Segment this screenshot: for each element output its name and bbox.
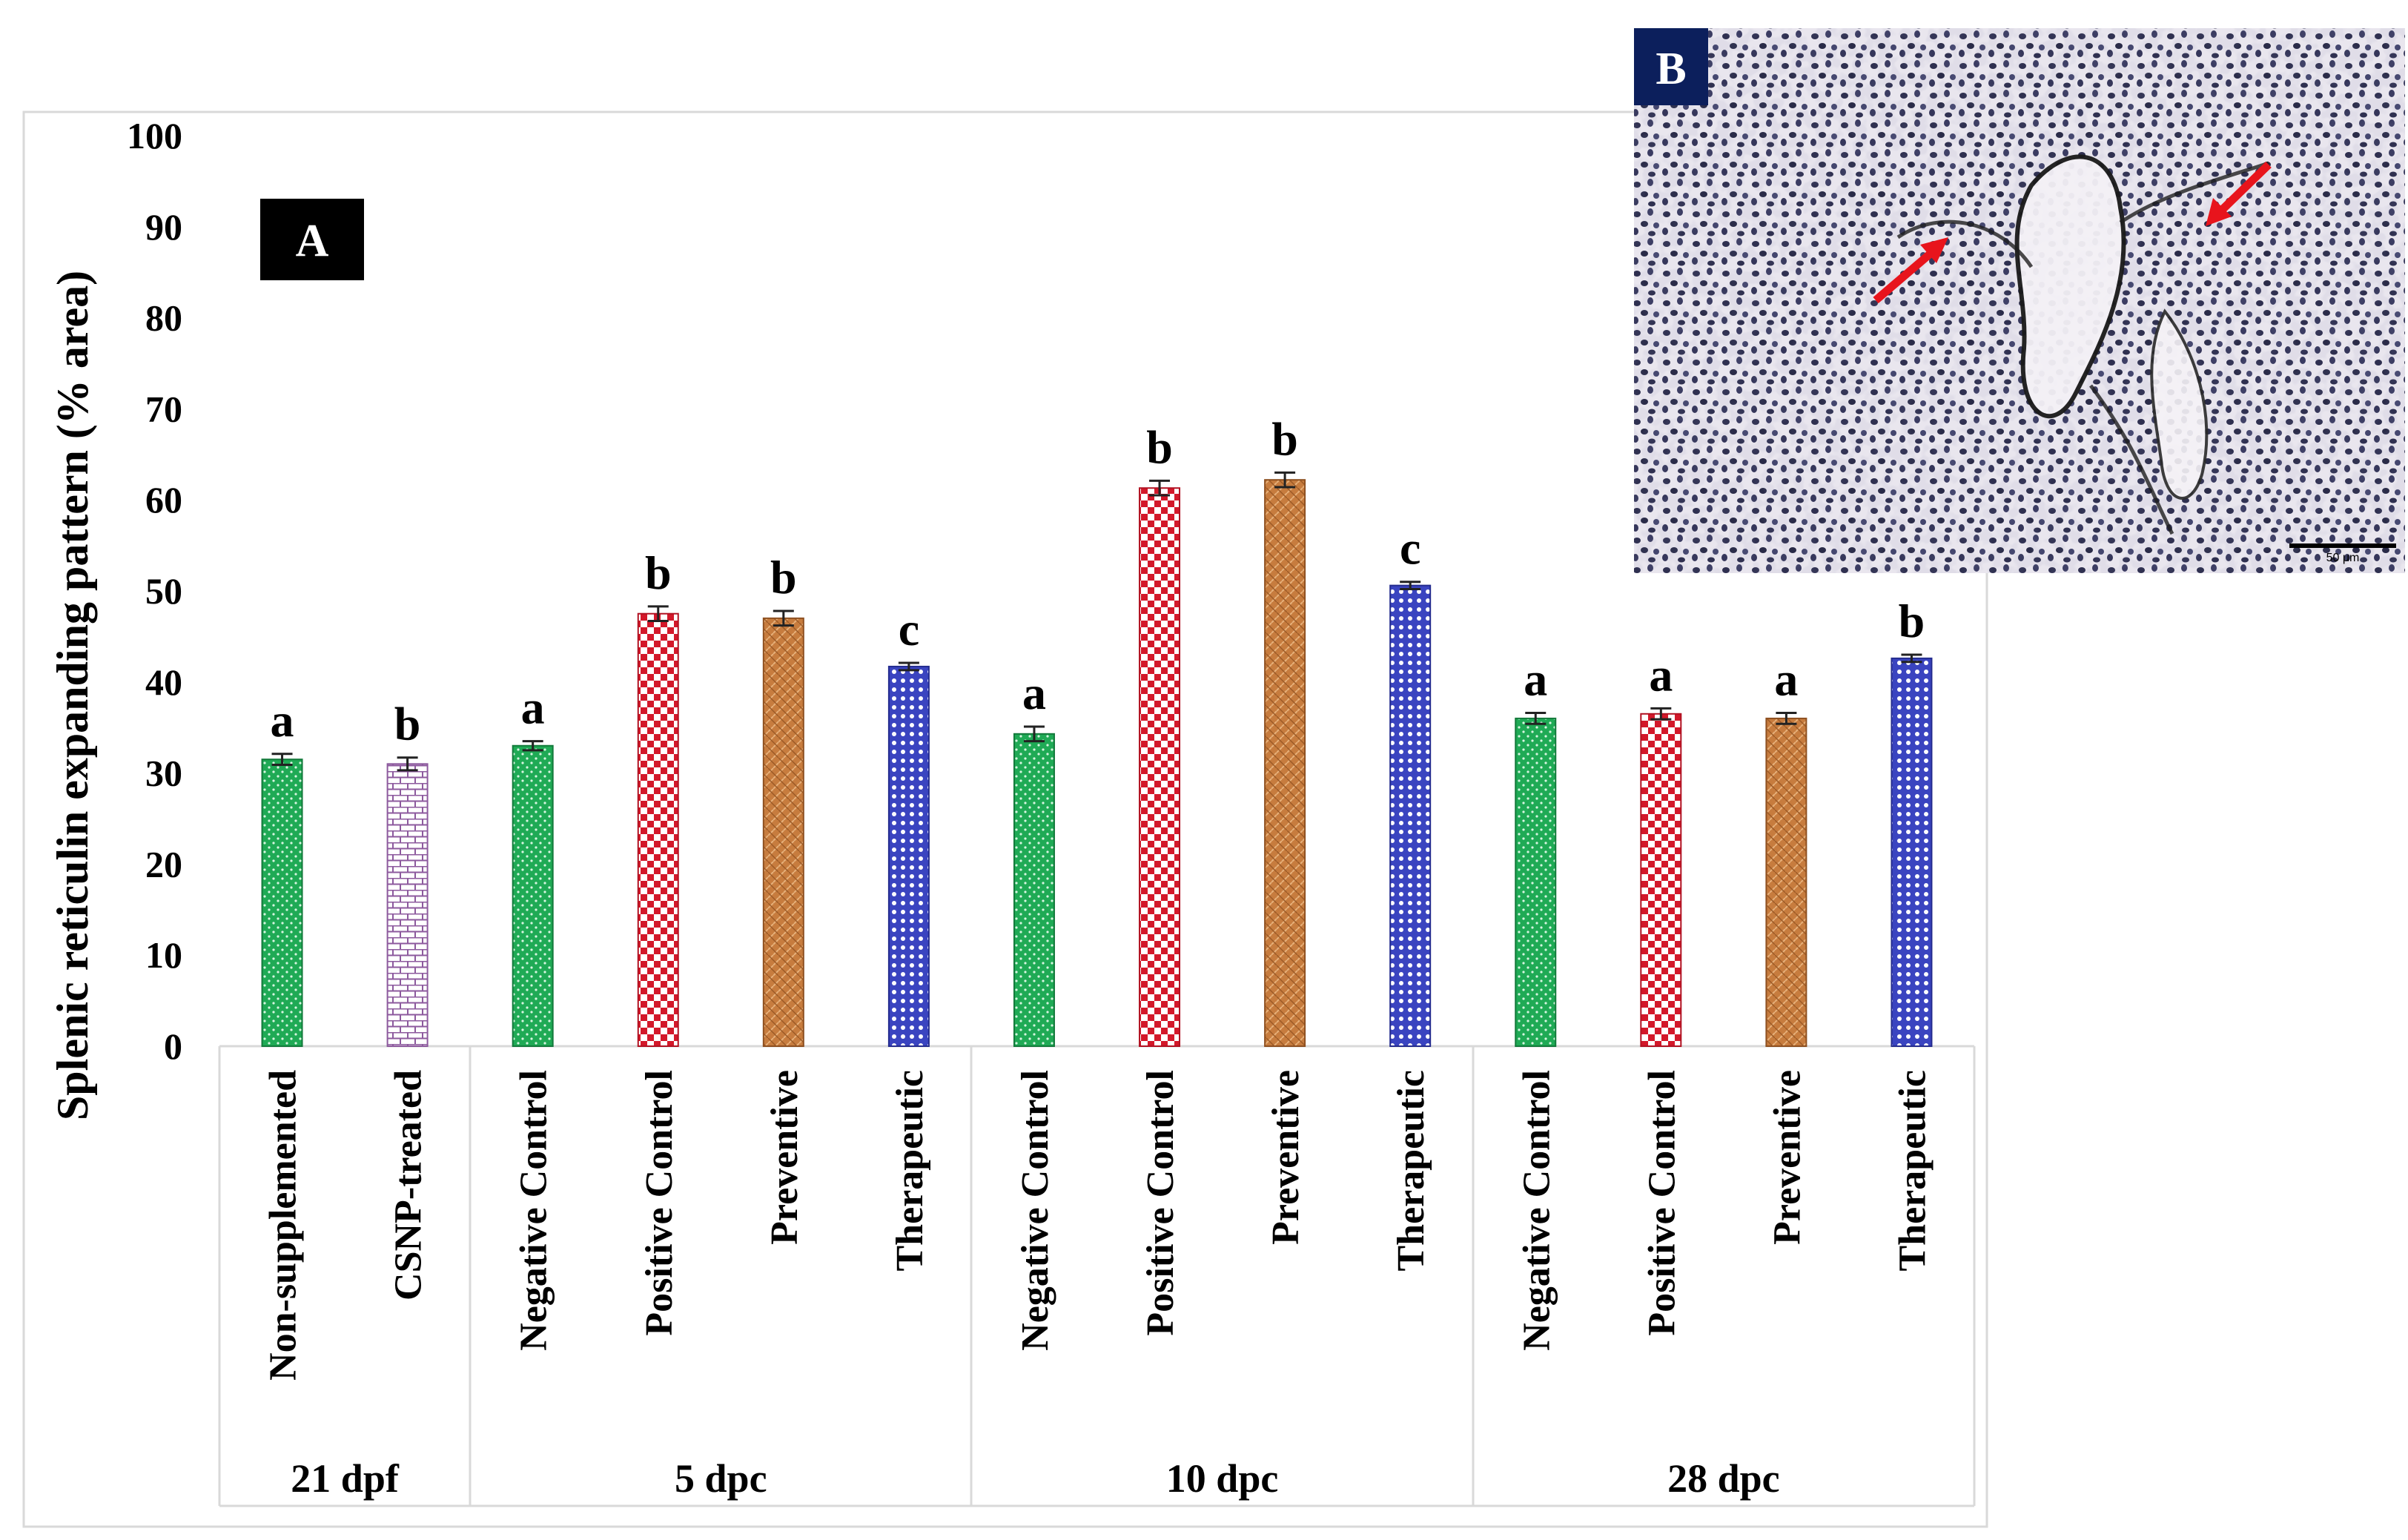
bar [1389,584,1432,1047]
bar [512,744,554,1047]
category-label: Preventive [1766,1070,1808,1245]
y-tick-label: 80 [145,297,182,339]
panel-a-label: A [260,199,364,280]
significance-letter: c [899,603,919,655]
significance-letter: b [1146,420,1173,473]
bar [386,763,429,1047]
bar [1139,487,1181,1047]
category-label: Therapeutic [1891,1070,1934,1272]
category-label: Preventive [764,1070,806,1245]
panel-b-label-text: B [1656,44,1686,94]
error-bar [1274,471,1296,489]
y-axis-title: Splenic reticulin expanding pattern (% a… [48,271,97,1120]
y-tick-label: 90 [145,206,182,248]
category-label: CSNP-treated [388,1070,430,1301]
y-tick-label: 30 [145,753,182,794]
category-label: Positive Control [1641,1070,1683,1336]
bar [261,759,303,1048]
y-tick-label: 50 [145,570,182,612]
bar [1264,479,1306,1047]
group-label: 5 dpc [675,1456,767,1501]
significance-letter: a [521,681,545,734]
y-tick-label: 10 [145,934,182,976]
error-bar [271,753,293,767]
significance-letter: b [770,551,797,604]
error-bar [1901,653,1922,664]
y-tick-label: 40 [145,661,182,703]
category-label: Positive Control [1140,1070,1182,1336]
error-bar [397,756,418,772]
category-table [218,1045,1976,1507]
error-bar [1650,707,1672,721]
significance-letter: a [1022,667,1046,719]
category-labels: Non-supplemented CSNP-treated 21 dpf Negati… [262,1070,1934,1501]
y-tick-label: 0 [164,1025,182,1067]
significance-letter: a [1774,653,1798,706]
bar [1013,733,1055,1048]
error-bar [1400,581,1421,591]
error-bar [522,740,543,752]
bar [637,612,679,1047]
category-label: Preventive [1265,1070,1307,1245]
bar [1515,717,1557,1047]
error-bar [1525,712,1547,725]
panel-b-label [1634,28,1708,105]
category-label: Negative Control [1014,1070,1056,1351]
bar [887,665,930,1047]
significance-letter: a [271,694,294,747]
arrow-left [1873,237,1948,304]
significance-letter: b [645,546,672,599]
panel-a-label-text: A [296,216,329,266]
category-label: Therapeutic [889,1070,931,1272]
category-label: Negative Control [513,1070,555,1351]
vessel-region [2014,154,2126,419]
bars: a b a b b c a b b c a a a b [261,412,1933,1048]
bar [1891,657,1933,1047]
category-label: Negative Control [1515,1070,1558,1351]
error-bar [898,661,919,672]
significance-letter: b [394,698,421,750]
group-label: 21 dpf [291,1456,400,1501]
micrograph-panel: 50 μm B [1634,28,2405,573]
error-bar [1149,479,1171,497]
bar [762,617,804,1047]
significance-letter: b [1271,412,1298,465]
bar [1640,713,1682,1048]
significance-letter: c [1400,522,1420,575]
category-label: Positive Control [638,1070,681,1336]
y-tick-label: 100 [127,115,182,156]
error-bar [773,609,794,627]
error-bar [647,605,669,623]
y-axis: 0 10 20 30 40 50 60 70 80 90 100 [127,115,182,1067]
group-label: 28 dpc [1667,1456,1780,1501]
significance-letter: a [1524,653,1547,706]
group-label: 10 dpc [1166,1456,1279,1501]
significance-letter: b [1899,595,1925,647]
y-tick-label: 70 [145,388,182,429]
y-tick-label: 60 [145,479,182,521]
bar [1765,717,1807,1047]
y-tick-label: 20 [145,843,182,885]
error-bar [1023,725,1045,743]
scale-bar-text: 50 μm [2326,552,2360,564]
significance-letter: a [1649,648,1673,701]
arrow-right [2206,162,2272,226]
chart-frame [22,110,1988,1528]
category-label: Non-supplemented [262,1070,305,1381]
error-bar [1776,712,1797,725]
category-label: Therapeutic [1390,1070,1432,1272]
